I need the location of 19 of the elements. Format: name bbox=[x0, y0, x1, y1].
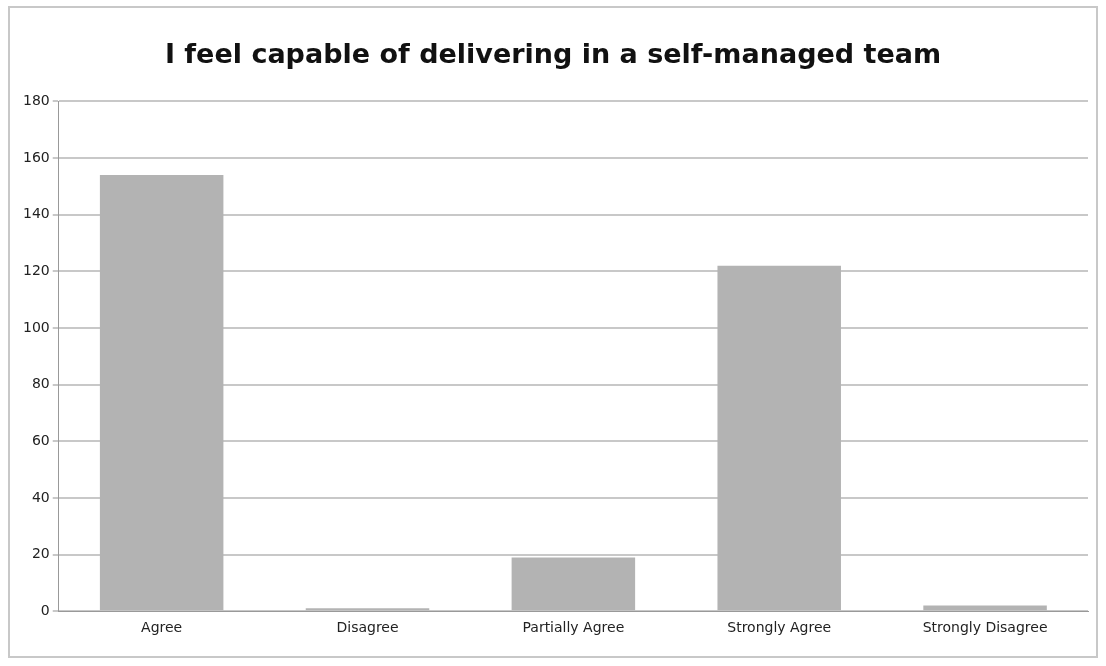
x-tick-label: Strongly Disagree bbox=[922, 619, 1048, 636]
y-tick-label: 100 bbox=[22, 318, 50, 335]
y-tick-label: 80 bbox=[31, 375, 50, 392]
y-tick-label: 20 bbox=[31, 545, 50, 562]
chart-title: I feel capable of delivering in a self-managed team bbox=[163, 38, 943, 69]
x-tick-label: Partially Agree bbox=[522, 619, 625, 636]
bar bbox=[99, 175, 224, 611]
y-tick-label: 180 bbox=[22, 92, 50, 109]
y-tick-label: 0 bbox=[40, 601, 50, 618]
x-tick-label: Disagree bbox=[336, 619, 399, 636]
y-tick-label: 160 bbox=[22, 148, 50, 165]
bar bbox=[511, 557, 636, 611]
x-tick-label: Agree bbox=[141, 619, 183, 636]
y-tick-label: 140 bbox=[22, 205, 50, 222]
x-tick-label: Strongly Agree bbox=[727, 619, 832, 636]
y-tick-label: 60 bbox=[31, 431, 50, 448]
y-tick-label: 120 bbox=[22, 261, 50, 278]
bar bbox=[717, 265, 841, 611]
y-tick-label: 40 bbox=[31, 488, 50, 505]
